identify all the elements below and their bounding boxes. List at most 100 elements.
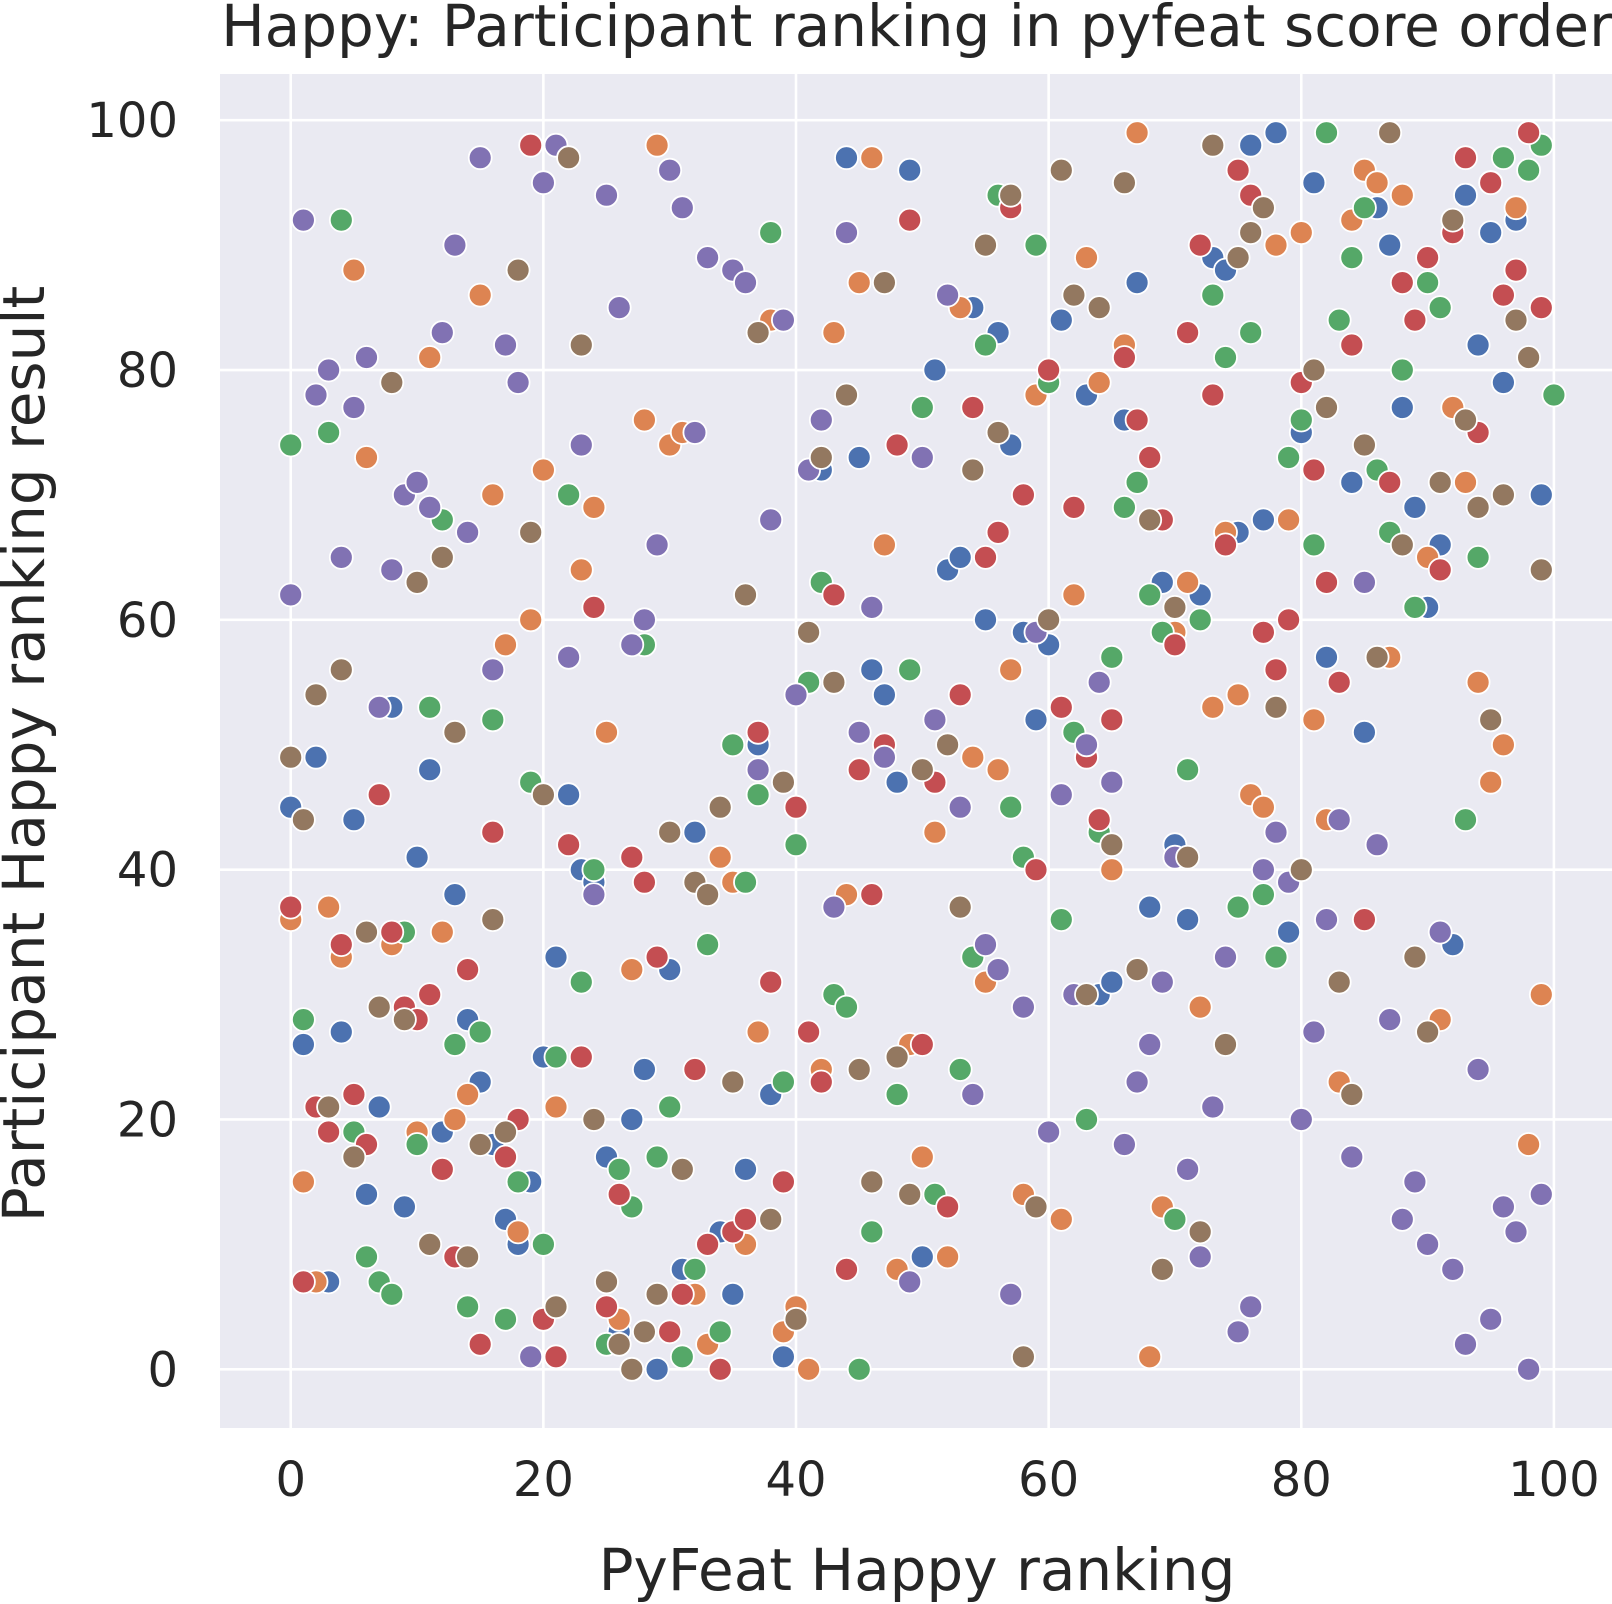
data-point (657, 1319, 683, 1345)
data-point (1225, 1319, 1251, 1345)
data-point (973, 607, 998, 633)
data-point (644, 1356, 670, 1382)
data-point (1048, 782, 1074, 808)
data-point (568, 332, 594, 358)
data-point (897, 1182, 923, 1207)
data-point (947, 794, 973, 820)
data-point (1099, 832, 1125, 858)
data-point (733, 270, 758, 296)
x-tick-label: 100 (1508, 1452, 1600, 1508)
data-point (796, 1356, 821, 1382)
data-point (429, 320, 455, 346)
data-point (581, 595, 607, 620)
data-point (518, 520, 544, 545)
data-point (354, 1244, 379, 1270)
data-point (429, 1157, 455, 1182)
data-point (543, 1344, 569, 1370)
data-point (1213, 532, 1238, 558)
data-point (1478, 769, 1504, 795)
data-point (417, 757, 443, 783)
data-point (1276, 607, 1301, 633)
y-tick-label: 20 (117, 1092, 178, 1148)
data-point (379, 919, 405, 945)
data-point (341, 257, 367, 283)
x-tick-label: 80 (1271, 1452, 1332, 1508)
data-point (1200, 694, 1226, 720)
data-point (581, 857, 607, 883)
data-point (1263, 657, 1289, 683)
data-point (733, 1207, 758, 1232)
data-point (480, 482, 506, 508)
data-point (1389, 395, 1415, 420)
data-point (758, 1207, 784, 1232)
data-point (480, 907, 506, 932)
data-point (341, 807, 367, 833)
data-point (1099, 707, 1125, 733)
data-point (909, 395, 935, 420)
data-point (455, 520, 481, 545)
data-point (1175, 1157, 1200, 1182)
data-point (1225, 682, 1251, 708)
data-point (632, 1319, 657, 1345)
data-point (1314, 907, 1339, 932)
data-point (733, 582, 758, 608)
data-point (733, 869, 758, 895)
data-point (821, 894, 847, 920)
data-point (1339, 332, 1365, 358)
data-point (1112, 170, 1137, 196)
data-point (1301, 357, 1327, 383)
data-point (1187, 232, 1213, 258)
data-point (935, 282, 960, 308)
data-point (354, 445, 379, 470)
data-point (1086, 370, 1112, 395)
data-point (1478, 707, 1504, 733)
data-point (467, 282, 493, 308)
data-point (1187, 607, 1213, 633)
data-point (366, 994, 392, 1020)
data-point (366, 782, 392, 808)
data-point (1503, 307, 1529, 333)
data-point (455, 1082, 481, 1107)
data-point (657, 1094, 683, 1120)
data-point (947, 545, 973, 570)
data-point (1137, 507, 1163, 533)
data-point (707, 794, 733, 820)
data-point (872, 682, 897, 708)
data-point (973, 545, 998, 570)
data-point (758, 220, 784, 246)
data-point (1301, 170, 1327, 196)
data-point (808, 1069, 834, 1095)
data-point (846, 445, 872, 470)
data-point (922, 357, 948, 383)
x-tick-label: 40 (765, 1452, 826, 1508)
data-point (404, 570, 430, 595)
data-point (1112, 1132, 1137, 1157)
data-point (783, 832, 809, 858)
data-point (316, 1094, 342, 1120)
y-axis-title: Participant Happy ranking result (0, 286, 58, 1222)
data-point (493, 632, 518, 658)
data-point (669, 195, 695, 221)
data-point (682, 1257, 708, 1282)
data-point (922, 707, 948, 733)
data-point (1528, 482, 1554, 508)
data-point (1491, 482, 1516, 508)
data-point (1187, 1244, 1213, 1270)
data-point (1175, 757, 1200, 783)
data-point (1415, 1019, 1440, 1045)
data-point (1251, 794, 1276, 820)
data-point (316, 1119, 342, 1145)
data-point (707, 844, 733, 870)
data-point (1137, 445, 1163, 470)
data-points (278, 120, 1567, 1382)
data-point (1200, 382, 1226, 408)
data-point (531, 782, 556, 808)
data-point (543, 1094, 569, 1120)
data-point (1326, 307, 1352, 333)
data-point (1377, 469, 1403, 495)
data-point (467, 1132, 493, 1157)
data-point (1288, 220, 1314, 246)
data-point (909, 757, 935, 783)
data-point (1465, 669, 1491, 695)
data-point (632, 607, 657, 633)
